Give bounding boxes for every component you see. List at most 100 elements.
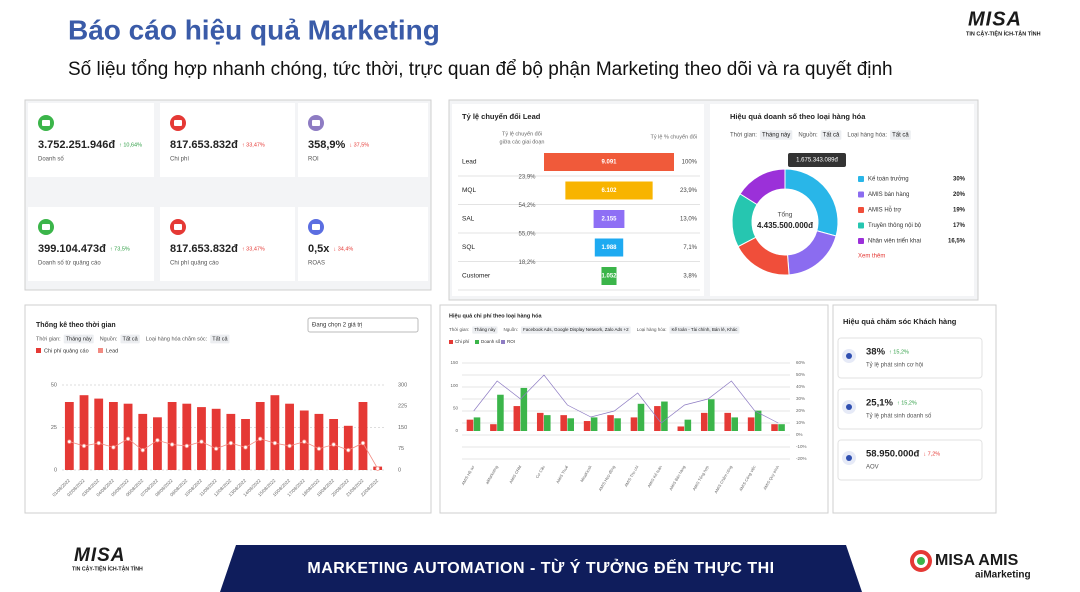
legend-label: ROI (507, 339, 515, 344)
legend-label: Chi phí quảng cáo (44, 348, 89, 354)
bar (754, 410, 762, 431)
filter-label: Nguồn: (503, 327, 518, 332)
care-label: Tỷ lệ phát sinh cơ hội (866, 362, 923, 369)
bar (630, 417, 638, 431)
funnel-rate: 3,8% (683, 274, 697, 280)
brand-product: aiMarketing (975, 570, 1031, 581)
care-change: ↓ 7,2% (923, 451, 940, 457)
kpi-card (298, 207, 428, 281)
care-value: 58.950.000đ (866, 449, 920, 460)
legend-swatch (449, 340, 453, 344)
y2-tick-label: 150 (398, 425, 407, 431)
filter-label: Loại hàng hóa chăm sóc: (146, 336, 208, 342)
line (473, 374, 779, 424)
line-point (243, 445, 248, 450)
bar (560, 415, 567, 431)
kpi-value: 817.653.832đ (170, 139, 238, 151)
funnel-col-header: Tỷ lệ % chuyển đổi (651, 133, 697, 140)
filter-value: Facebook Ads, Google Display Network, Za… (523, 327, 629, 332)
filter-label: Thời gian: (730, 133, 757, 139)
funnel-card (452, 104, 704, 296)
filter-chip (759, 130, 793, 140)
filter-value: Tháng này (474, 327, 496, 332)
funnel-col-header: giữa các giai đoạn (500, 139, 545, 145)
y2-tick-label: 40% (796, 384, 805, 389)
dropdown[interactable] (307, 317, 419, 333)
filter-label: Thời gian: (449, 327, 469, 332)
brand-icon-inner (917, 557, 925, 565)
line-point (375, 466, 380, 471)
line-point (258, 436, 263, 442)
bar (684, 419, 692, 431)
funnel-bar (565, 181, 653, 200)
line-point (302, 439, 307, 444)
kpi-value: 358,9% (308, 139, 346, 151)
filter-chip (210, 334, 230, 344)
funnel-bar-label: 9.091 (601, 160, 617, 166)
care-change: ↑ 15,2% (897, 400, 917, 406)
y-tick-label: 0 (54, 467, 57, 473)
kpi-change: ↑ 33,47% (242, 142, 265, 148)
bar (211, 408, 221, 470)
bar (497, 394, 504, 431)
filter-value: Tất cả (892, 133, 909, 139)
logo-tagline: TIN CẬY-TIỆN ÍCH-TẬN TÌNH (966, 29, 1041, 37)
care-card (837, 388, 983, 430)
funnel-bar-label: 6.102 (601, 188, 617, 194)
funnel-stage: Customer (462, 273, 491, 280)
funnel-bar-label: 1.052 (601, 274, 617, 280)
line-point (287, 443, 292, 449)
line-point (140, 447, 145, 453)
line-point (111, 445, 116, 450)
bar (747, 417, 755, 431)
care-value: 38% (866, 347, 886, 358)
filter-label: Thời gian: (36, 336, 61, 342)
tooltip (788, 153, 846, 167)
kpi-card (160, 207, 295, 281)
bar (490, 424, 497, 431)
bar (64, 402, 74, 470)
cost-chart-panel (439, 304, 829, 514)
kpi-icon-glyph (42, 120, 50, 126)
bar (700, 412, 708, 431)
legend-value: 19% (953, 208, 966, 214)
legend-swatch (475, 340, 479, 344)
funnel-bar (593, 210, 625, 228)
bar (94, 398, 104, 470)
care-card (837, 439, 983, 481)
bar (466, 419, 474, 431)
line-point (346, 447, 351, 453)
care-icon-dot (846, 404, 852, 410)
see-more-link[interactable]: Xem thêm (858, 254, 885, 260)
legend-swatch (858, 207, 864, 213)
kpi-label: Chi phí (170, 157, 189, 163)
funnel-rate: 23,9% (680, 188, 698, 194)
care-label: Tỷ lệ phát sinh doanh số (866, 413, 932, 420)
bar (771, 424, 778, 431)
line-point (331, 442, 336, 447)
kpi-label: Doanh số từ quảng cáo (38, 261, 101, 267)
logo-name: MISA (74, 545, 126, 566)
bar (731, 417, 738, 431)
filter-chip (63, 334, 94, 344)
donut-segment (739, 168, 786, 206)
funnel-bar-label: 1.988 (601, 245, 617, 251)
legend-label: Chi phí (455, 339, 470, 344)
funnel-col-header: Tỷ lệ chuyển đổi (502, 130, 542, 137)
filter-value: Tháng này (66, 336, 92, 342)
legend-value: 30% (953, 177, 966, 183)
line-point (213, 446, 219, 451)
line-point (96, 440, 101, 446)
bar (677, 426, 685, 431)
bar (590, 417, 598, 431)
filter-label: Loại hàng hóa: (847, 133, 887, 139)
y2-tick-label: 0% (796, 432, 803, 437)
line-point (228, 440, 234, 446)
y2-tick-label: 30% (796, 396, 805, 401)
kpi-change: ↑ 73,5% (110, 246, 130, 252)
bar (314, 413, 324, 470)
donut-total-label: Tổng (778, 211, 793, 219)
bar (343, 425, 353, 470)
kpi-change: ↑ 10,64% (119, 142, 142, 148)
